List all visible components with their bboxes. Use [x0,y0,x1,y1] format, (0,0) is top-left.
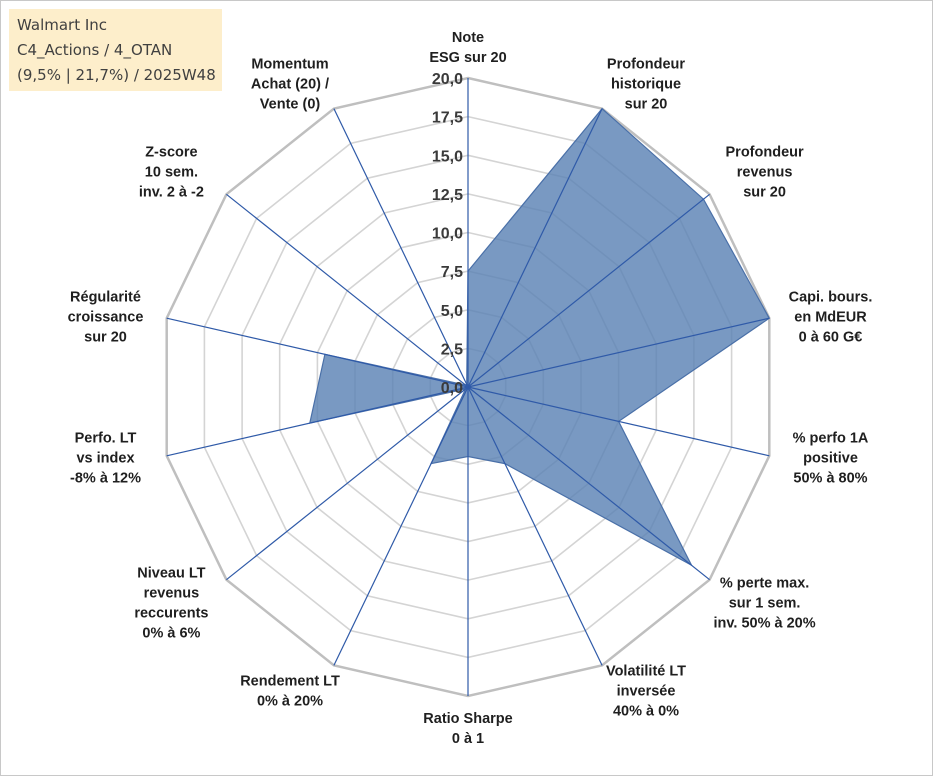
company-name: Walmart Inc [17,16,108,34]
tick-label: 2,5 [441,341,463,358]
axis-spoke [333,108,469,388]
axis-label-line: historique [611,76,681,92]
axis-label-line: inv. 2 à -2 [139,184,204,200]
axis-label-line: -8% à 12% [70,471,141,487]
axis-label-line: revenus [737,164,793,180]
axis-spoke [226,386,469,581]
tick-labels: 0,0 2,5 5,0 7,5 10,0 12,5 15,0 17,5 20,0 [432,71,463,397]
axis-label-line: 50% à 80% [793,471,867,487]
axis-label-line: % perfo 1A [793,431,869,447]
portfolio-label: C4_Actions / 4_OTAN [17,41,173,59]
axis-label-line: Volatilité LT [606,664,686,680]
axis-spoke [467,193,710,388]
axis-label: Capi. bours. en MdEUR 0 à 60 G€ [789,290,873,346]
axis-label: Momentum Achat (20) / Vente (0) [251,56,329,112]
axis-label-line: Régularité [70,290,141,306]
axis-labels: Note ESG sur 20 Profondeur historique sur 20… [68,30,873,747]
axis-spoke [467,317,770,388]
axis-spoke [333,386,469,666]
axis-label-line: positive [803,451,858,467]
axis-label-line: Capi. bours. [789,290,873,306]
axis-label-line: Niveau LT [137,566,205,582]
axis-label-line: 10 sem. [145,164,198,180]
axis-label: Profondeur historique sur 20 [607,56,685,112]
tick-label: 5,0 [441,303,463,320]
axis-label-line: Z-score [145,144,197,160]
axis-spoke [166,386,469,457]
axis-label: % perfo 1A positive 50% à 80% [793,431,869,487]
axis-label-line: en MdEUR [794,310,867,326]
axis-label: Profondeur revenus sur 20 [726,144,804,200]
axis-label-line: inv. 50% à 20% [714,616,816,632]
axis-label-line: Achat (20) / [251,76,329,92]
axis-label-line: ESG sur 20 [429,50,506,66]
tick-label: 17,5 [432,110,463,127]
axis-label: % perte max. sur 1 sem. inv. 50% à 20% [714,576,816,632]
series-area [309,107,771,567]
axis-spokes [166,78,770,696]
axis-label: Rendement LT 0% à 20% [240,674,340,710]
axis-label-line: Profondeur [726,144,804,160]
axis-label: Volatilité LT inversée 40% à 0% [606,664,686,720]
tick-label: 10,0 [432,226,463,243]
tick-label: 0,0 [441,380,463,397]
axis-label-line: Note [452,30,484,46]
axis-label-line: croissance [68,310,144,326]
axis-label-line: 40% à 0% [613,704,679,720]
axis-label-line: 0% à 6% [142,626,200,642]
axis-label-line: Profondeur [607,56,685,72]
axis-spoke [467,108,603,388]
axis-label-line: reccurents [134,606,208,622]
axis-label-line: 0% à 20% [257,694,323,710]
axis-label-line: % perte max. [720,576,809,592]
axis-label-line: 0 à 1 [452,731,484,747]
axis-label-line: vs index [76,451,134,467]
axis-label: Z-score 10 sem. inv. 2 à -2 [139,144,204,200]
series-layer [309,107,771,567]
axis-label-line: sur 20 [743,184,786,200]
axis-label-line: sur 20 [625,96,668,112]
axis-spoke [166,317,469,388]
axis-label: Note ESG sur 20 [429,30,506,66]
info-box: Walmart Inc C4_Actions / 4_OTAN (9,5% | … [9,9,222,91]
tick-label: 12,5 [432,187,463,204]
axis-label: Niveau LT revenus reccurents 0% à 6% [134,566,208,642]
axis-label-line: sur 1 sem. [729,596,801,612]
tick-label: 15,0 [432,148,463,165]
axis-spoke [467,386,770,457]
axis-label: Ratio Sharpe 0 à 1 [423,711,512,747]
axis-label-line: Rendement LT [240,674,340,690]
axis-label-line: Vente (0) [260,96,321,112]
axis-label-line: 0 à 60 G€ [799,330,863,346]
axis-label: Perfo. LT vs index -8% à 12% [70,431,141,487]
period-label: (9,5% | 21,7%) / 2025W48 [17,66,216,84]
axis-spoke [467,386,603,666]
axis-label-line: Ratio Sharpe [423,711,512,727]
axis-label-line: Momentum [251,56,328,72]
axis-spoke [467,386,710,581]
tick-label: 7,5 [441,264,463,281]
axis-label: Régularité croissance sur 20 [68,290,144,346]
axis-spoke [226,193,469,388]
axis-label-line: revenus [144,586,200,602]
axis-label-line: Perfo. LT [75,431,137,447]
tick-label: 20,0 [432,71,463,88]
axis-label-line: sur 20 [84,330,127,346]
axis-label-line: inversée [617,684,676,700]
